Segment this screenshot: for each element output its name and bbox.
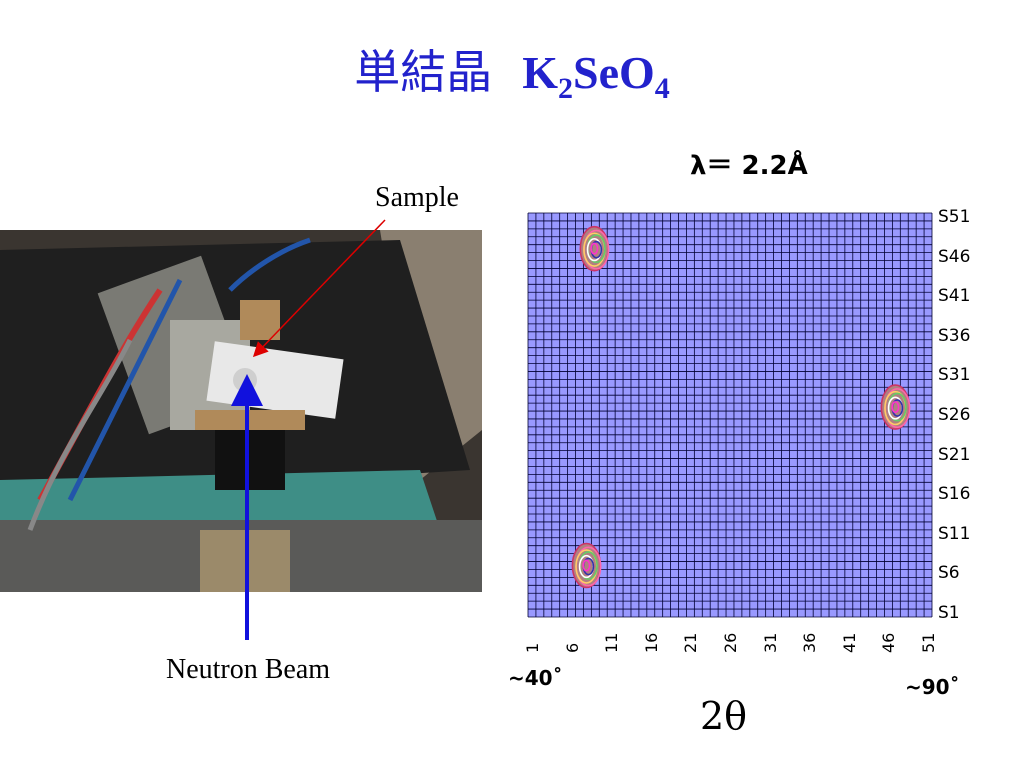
y-tick-label: S6 (938, 563, 960, 584)
contour-ring (582, 559, 591, 572)
peaks-layer (571, 225, 911, 589)
formula-o-subscript: 4 (654, 72, 670, 105)
angle-min-label: ~40˚ (508, 666, 563, 690)
diffraction-peak (880, 384, 911, 430)
formula-seo: SeO (573, 47, 655, 98)
instrument-photo (0, 230, 482, 592)
two-theta-axis-symbol: 2θ (700, 694, 748, 738)
y-tick-label: S46 (938, 246, 971, 267)
x-tick-label: 1 (522, 642, 542, 653)
slide-title: 単結晶 K2SeO4 (0, 36, 1024, 106)
angle-max-label: ~90˚ (905, 675, 960, 699)
x-tick-label: 46 (879, 632, 899, 653)
diffraction-peak (571, 542, 602, 589)
x-tick-label: 31 (760, 632, 780, 653)
x-tick-label: 6 (562, 642, 582, 653)
x-tick-label: 41 (839, 632, 859, 653)
y-tick-label: S1 (938, 603, 960, 624)
contour-ring (891, 401, 900, 414)
x-tick-label: 26 (721, 632, 740, 653)
formula-k: K (522, 47, 558, 98)
sample-label: Sample (375, 182, 459, 213)
y-tick-label: S51 (938, 206, 971, 227)
x-tick-label: 16 (641, 632, 661, 653)
x-tick-label: 51 (919, 632, 939, 653)
formula-k-subscript: 2 (558, 72, 573, 105)
y-tick-label: S21 (938, 444, 971, 465)
x-tick-label: 36 (800, 632, 820, 653)
contour-ring (590, 242, 599, 255)
diffraction-peak (579, 225, 610, 272)
x-tick-label: 11 (602, 632, 622, 653)
y-tick-label: S31 (938, 365, 971, 386)
neutron-beam-label: Neutron Beam (166, 654, 331, 685)
y-tick-label: S26 (938, 405, 971, 425)
y-tick-label: S41 (938, 286, 971, 307)
y-tick-label: S36 (938, 325, 971, 346)
x-tick-label: 21 (681, 632, 701, 653)
wavelength-label: λ＝ 2.2Å (690, 151, 808, 181)
y-tick-label: S16 (938, 484, 971, 505)
title-japanese: 単結晶 (354, 45, 493, 99)
y-tick-label: S11 (938, 523, 971, 544)
detector-contour-map (527, 212, 933, 618)
